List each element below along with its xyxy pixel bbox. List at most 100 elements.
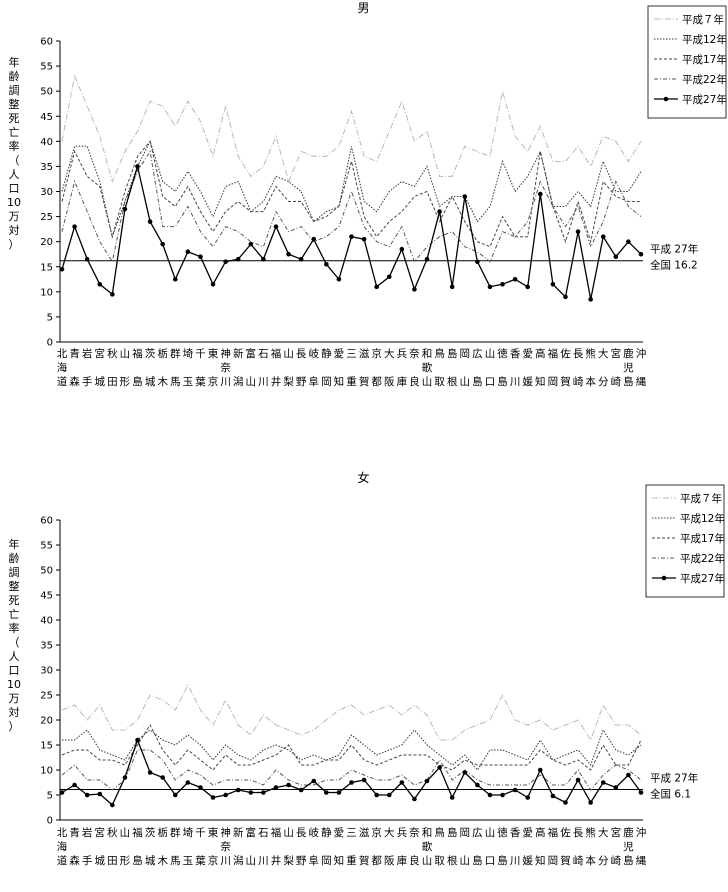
chart1-category-label: 和 — [422, 348, 433, 360]
chart2-category-label: 広 — [472, 826, 483, 839]
chart1-y-tick-label: 45 — [40, 112, 53, 123]
chart2-reference-label-year: 平成 27年 — [650, 772, 698, 785]
chart2-category-label: 阪 — [384, 854, 395, 867]
chart1-category-label: 岡 — [548, 376, 559, 388]
chart1-title: 男 — [357, 1, 369, 15]
chart2-category-label: 馬 — [170, 855, 181, 867]
chart2-category-label: 茨 — [145, 826, 156, 839]
chart2-category-label: 宮 — [95, 826, 106, 839]
chart1-category-label: 道 — [57, 375, 68, 388]
chart2-category-label: 三 — [346, 827, 357, 839]
chart1-category-label: 取 — [434, 376, 445, 388]
chart2-category-label: 大 — [384, 826, 395, 839]
chart1-y-tick-label: 5 — [47, 312, 53, 323]
chart1-category-label: 山 — [422, 376, 433, 388]
chart1-data-point — [122, 206, 128, 212]
chart1-category-label: 重 — [346, 375, 357, 388]
chart2-category-label: 奈 — [409, 826, 420, 839]
chart1-category-label: 岩 — [82, 347, 93, 360]
chart2-data-point — [361, 777, 367, 783]
chart2-category-label: 宮 — [611, 826, 622, 839]
chart2-category-label: 児 — [623, 841, 634, 853]
chart1-category-label: 新 — [233, 347, 244, 360]
chart2-data-point — [160, 775, 165, 780]
chart2-category-label: 埼 — [183, 826, 194, 839]
chart1-category-label: 京 — [371, 347, 382, 360]
chart1-category-label: 北 — [57, 348, 68, 360]
chart1-category-label: 秋 — [107, 347, 118, 360]
chart1-category-label: 栃 — [157, 347, 168, 360]
chart1-data-point — [273, 224, 279, 229]
chart2-data-point — [437, 765, 442, 770]
chart1-category-label: 都 — [371, 376, 382, 388]
chart1-data-point — [500, 282, 505, 287]
chart1-category-label: 阜 — [308, 375, 319, 388]
chart1-category-label: 島 — [623, 375, 634, 388]
chart2-data-point — [386, 792, 392, 798]
chart2-data-point — [588, 800, 593, 805]
chart2-category-label: 岩 — [82, 826, 93, 839]
chart1-data-point — [97, 282, 103, 287]
chart1-y-tick-label: 25 — [40, 212, 53, 223]
chart1-data-point — [198, 254, 203, 260]
chart1-reference-label-value: 全国 16.2 — [650, 259, 698, 272]
chart2-title: 女 — [357, 470, 369, 485]
chart2-data-point — [487, 792, 493, 798]
chart1-data-point — [185, 249, 191, 254]
chart1-legend-label: 平成17年 — [682, 53, 727, 66]
chart1-category-label: 分 — [598, 376, 609, 388]
chart1-category-label: 賀 — [359, 376, 370, 388]
chart2-category-label: 静 — [321, 826, 332, 839]
chart1-reference-label-year: 平成 27年 — [650, 243, 698, 256]
chart1-category-label: 野 — [296, 376, 307, 388]
chart1-y-tick-label: 60 — [40, 37, 53, 48]
chart2-category-label: 本 — [585, 854, 596, 867]
chart1-category-label: 知 — [535, 375, 546, 388]
chart1-category-label: 川 — [220, 376, 231, 388]
chart2-category-label: 鹿 — [623, 826, 634, 839]
chart1-category-label: 島 — [472, 375, 483, 388]
chart1-data-point — [600, 234, 606, 239]
chart2-category-label: 口 — [485, 855, 496, 867]
chart1-series-line-3 — [61, 140, 641, 248]
chart1-y-label-char: 万 — [9, 210, 20, 223]
chart2-data-point — [311, 778, 317, 784]
chart1-category-label: 千 — [195, 348, 206, 360]
chart2-category-label: 賀 — [560, 855, 571, 867]
chart2-category-label: 群 — [170, 826, 181, 839]
chart1-category-label: 群 — [170, 347, 181, 360]
chart2-data-point — [475, 782, 480, 788]
chart1-category-label: 城 — [95, 376, 106, 388]
chart2-category-label: 木 — [157, 855, 168, 867]
chart1-category-label: 沖 — [636, 347, 647, 360]
chart2-category-label: 阜 — [308, 854, 319, 867]
chart1-category-label: 阪 — [384, 375, 395, 388]
chart2-y-tick-label: 60 — [40, 516, 53, 527]
chart1-data-point — [538, 191, 543, 197]
chart1-data-point — [349, 234, 354, 239]
chart2-category-label: 沖 — [636, 826, 647, 839]
chart2-category-label: 玉 — [183, 855, 194, 867]
chart2-category-label: 秋 — [107, 826, 118, 839]
chart1-data-point — [563, 294, 568, 300]
chart2-y-label-char: 死 — [9, 594, 20, 607]
chart1-y-tick-label: 0 — [47, 338, 53, 349]
chart2-category-label: 取 — [434, 855, 445, 867]
chart1-category-label: 高 — [535, 347, 546, 360]
chart2-data-point — [223, 792, 228, 798]
chart2-category-label: 知 — [334, 854, 345, 867]
chart2-category-label: 形 — [120, 855, 131, 867]
chart2-y-label-char: 年 — [9, 537, 20, 551]
chart2-legend-label: 平成７年 — [680, 492, 722, 505]
chart1-category-label: 茨 — [145, 347, 156, 360]
chart1-category-label: 梨 — [283, 375, 294, 388]
chart2-y-label-char: 万 — [9, 692, 20, 705]
chart2-category-label: 山 — [120, 827, 131, 839]
chart1-data-point — [84, 256, 90, 262]
chart1-category-label: 井 — [271, 375, 282, 388]
chart2-y-tick-label: 45 — [40, 591, 53, 602]
chart1-category-label: 城 — [145, 376, 156, 388]
chart2-data-point — [336, 790, 342, 795]
chart2-category-label: 潟 — [233, 854, 244, 867]
